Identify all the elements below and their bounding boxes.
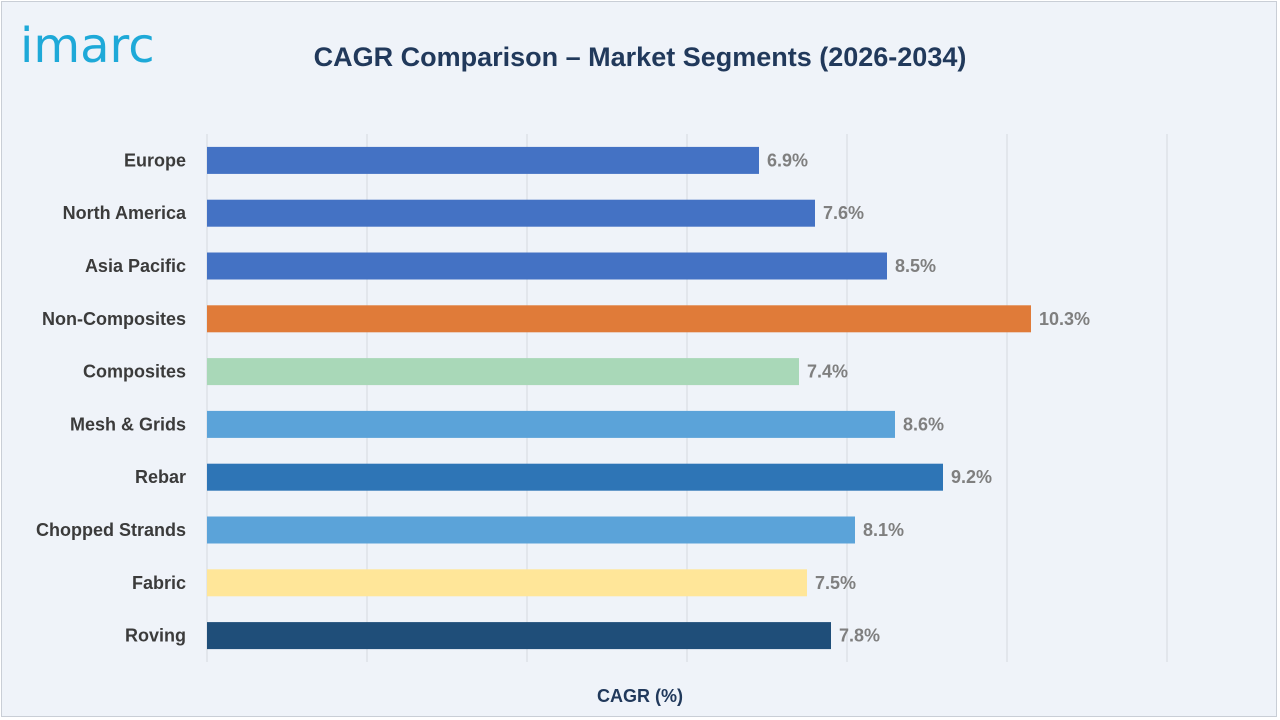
bar-fabric [207, 569, 807, 597]
chart-title: CAGR Comparison – Market Segments (2026-… [313, 42, 967, 72]
value-label: 7.6% [823, 203, 864, 223]
category-label: Europe [124, 150, 186, 170]
category-label: Roving [125, 626, 186, 646]
category-label: Composites [83, 362, 186, 382]
value-label: 8.5% [895, 256, 936, 276]
bar-asia-pacific [207, 252, 887, 280]
value-label: 8.6% [903, 414, 944, 434]
category-label: Rebar [135, 467, 186, 487]
value-label: 10.3% [1039, 309, 1090, 329]
value-label: 8.1% [863, 520, 904, 540]
category-label: Asia Pacific [85, 256, 186, 276]
bar-chopped-strands [207, 516, 855, 544]
value-label: 9.2% [951, 467, 992, 487]
value-label: 6.9% [767, 150, 808, 170]
imarc-logo: imarc [20, 22, 155, 70]
x-axis-label: CAGR (%) [597, 686, 683, 706]
bar-non-composites [207, 305, 1031, 333]
category-label: Chopped Strands [36, 520, 186, 540]
category-label: Non-Composites [42, 309, 186, 329]
bar-roving [207, 622, 831, 650]
bar-europe [207, 146, 759, 174]
bar-rebar [207, 463, 943, 491]
bar-north-america [207, 199, 815, 227]
category-label: Mesh & Grids [70, 414, 186, 434]
value-label: 7.5% [815, 573, 856, 593]
value-label: 7.8% [839, 626, 880, 646]
bar-mesh-grids [207, 410, 895, 438]
value-label: 7.4% [807, 362, 848, 382]
logo-text: imarc [20, 18, 155, 74]
category-label: Fabric [132, 573, 186, 593]
bar-composites [207, 358, 799, 386]
category-label: North America [63, 203, 187, 223]
